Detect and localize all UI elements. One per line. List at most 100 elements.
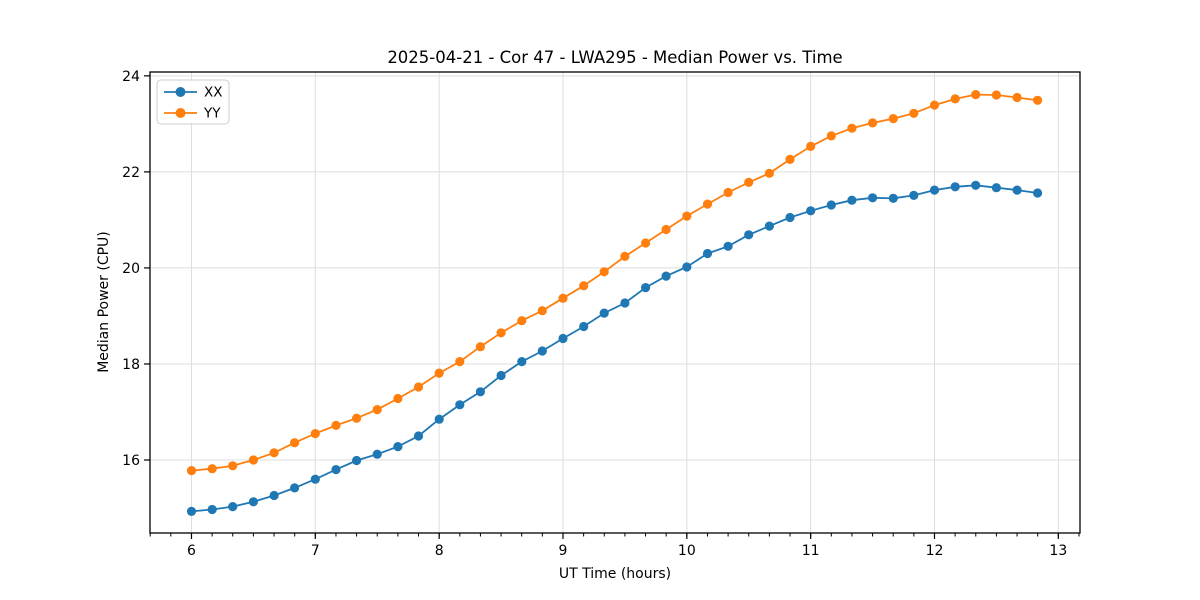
series-XX-marker <box>661 271 671 281</box>
series-YY-marker <box>764 168 775 178</box>
series-YY-marker <box>868 118 878 128</box>
series-YY-marker <box>826 131 836 141</box>
series-YY-marker <box>599 267 609 277</box>
x-axis-label: UT Time (hours) <box>559 566 671 582</box>
series-XX-marker <box>290 483 300 493</box>
series-XX-marker <box>744 230 754 240</box>
series-XX-marker <box>207 504 217 515</box>
series-XX-marker <box>393 442 403 452</box>
series-YY-marker <box>929 100 940 110</box>
x-tick-label: 12 <box>926 543 944 559</box>
series-XX-marker <box>723 241 733 251</box>
series-YY-marker <box>661 224 671 235</box>
series-YY-marker <box>331 420 341 430</box>
series-YY-marker <box>909 108 919 118</box>
series-YY-marker <box>310 429 320 439</box>
x-tick-label: 11 <box>802 543 820 559</box>
series-XX-marker <box>909 190 919 200</box>
series-YY-marker <box>228 461 238 471</box>
series-YY-marker <box>641 238 651 248</box>
series-YY-marker <box>950 94 960 104</box>
chart-title: 2025-04-21 - Cor 47 - LWA295 - Median Po… <box>387 48 842 67</box>
x-tick-label: 6 <box>187 543 196 559</box>
y-tick-label: 22 <box>122 165 140 181</box>
y-tick-label: 20 <box>122 261 140 277</box>
series-XX-marker <box>620 298 630 308</box>
series-XX-marker <box>331 465 341 475</box>
series-XX-marker <box>455 400 465 410</box>
series-YY-marker <box>475 342 485 352</box>
series-YY-marker <box>847 123 857 133</box>
y-tick-label: 18 <box>122 357 140 373</box>
series-XX-marker <box>599 308 609 318</box>
series-XX-marker <box>517 357 527 367</box>
series-YY-marker <box>352 413 362 423</box>
series-YY-marker <box>620 251 630 261</box>
series-XX-marker <box>413 431 424 441</box>
x-tick-label: 7 <box>311 543 320 559</box>
series-YY-line <box>191 93 1038 472</box>
series-YY-marker <box>991 90 1002 100</box>
y-tick-label: 16 <box>122 453 140 469</box>
series-YY-marker <box>702 199 713 209</box>
x-tick-label: 13 <box>1049 543 1067 559</box>
series-XX-marker <box>826 200 836 210</box>
grid-layer <box>150 72 1080 533</box>
series-XX-marker <box>496 370 506 381</box>
series-XX-marker <box>764 221 775 231</box>
series-YY-marker <box>434 368 444 378</box>
series-YY-marker <box>723 187 733 198</box>
series-YY-marker <box>186 466 197 476</box>
y-axis-label: Median Power (CPU) <box>96 231 112 373</box>
series-YY-marker <box>455 357 465 367</box>
series-XX-marker <box>971 180 981 190</box>
y-tick-label: 24 <box>122 69 140 85</box>
x-tick-label: 8 <box>435 543 444 559</box>
series-XX-marker <box>475 387 485 397</box>
series-XX-line <box>191 184 1038 513</box>
series-YY-marker <box>537 306 547 316</box>
series-YY-marker <box>971 90 981 100</box>
series-XX-marker <box>248 497 258 507</box>
axes-frame <box>149 71 1081 534</box>
series-XX-marker <box>888 193 898 203</box>
series-YY-marker <box>290 438 300 448</box>
series-YY-marker <box>806 141 816 151</box>
series-XX-marker <box>579 321 589 332</box>
series-YY-marker <box>248 455 258 465</box>
series-XX-marker <box>641 283 651 293</box>
series-XX-marker <box>228 502 238 512</box>
legend: XX YY <box>156 79 230 125</box>
series-XX-marker <box>929 185 940 195</box>
tick-layer: 6 7 8 9 10 11 12 13 16 18 20 22 24 <box>122 69 1080 559</box>
series-XX-marker <box>950 182 960 192</box>
series-XX-marker <box>372 449 382 459</box>
series-XX-marker <box>269 490 279 501</box>
series-XX-marker <box>186 506 197 516</box>
series-YY-marker <box>1012 92 1022 103</box>
series-YY-marker <box>682 211 692 221</box>
legend-marker <box>175 108 186 118</box>
legend-marker <box>175 87 186 97</box>
series-XX-marker <box>785 212 795 223</box>
series-XX-marker <box>702 248 713 259</box>
series-YY-marker <box>269 448 279 458</box>
series-layer <box>186 90 1043 516</box>
series-XX-marker <box>537 346 547 356</box>
series-YY-marker <box>496 328 506 338</box>
x-tick-label: 10 <box>678 543 696 559</box>
x-tick-label: 9 <box>559 543 568 559</box>
series-XX-marker <box>1033 188 1043 198</box>
series-YY-marker <box>372 405 382 415</box>
series-YY-marker <box>1033 95 1043 105</box>
series-XX-marker <box>352 455 362 466</box>
series-YY-marker <box>579 281 589 291</box>
series-YY-marker <box>744 177 754 187</box>
series-YY-marker <box>517 316 527 326</box>
series-YY-marker <box>207 464 217 474</box>
series-XX-marker <box>310 474 320 484</box>
series-XX-marker <box>868 193 878 203</box>
series-XX-marker <box>434 414 444 424</box>
series-XX-marker <box>991 183 1002 193</box>
